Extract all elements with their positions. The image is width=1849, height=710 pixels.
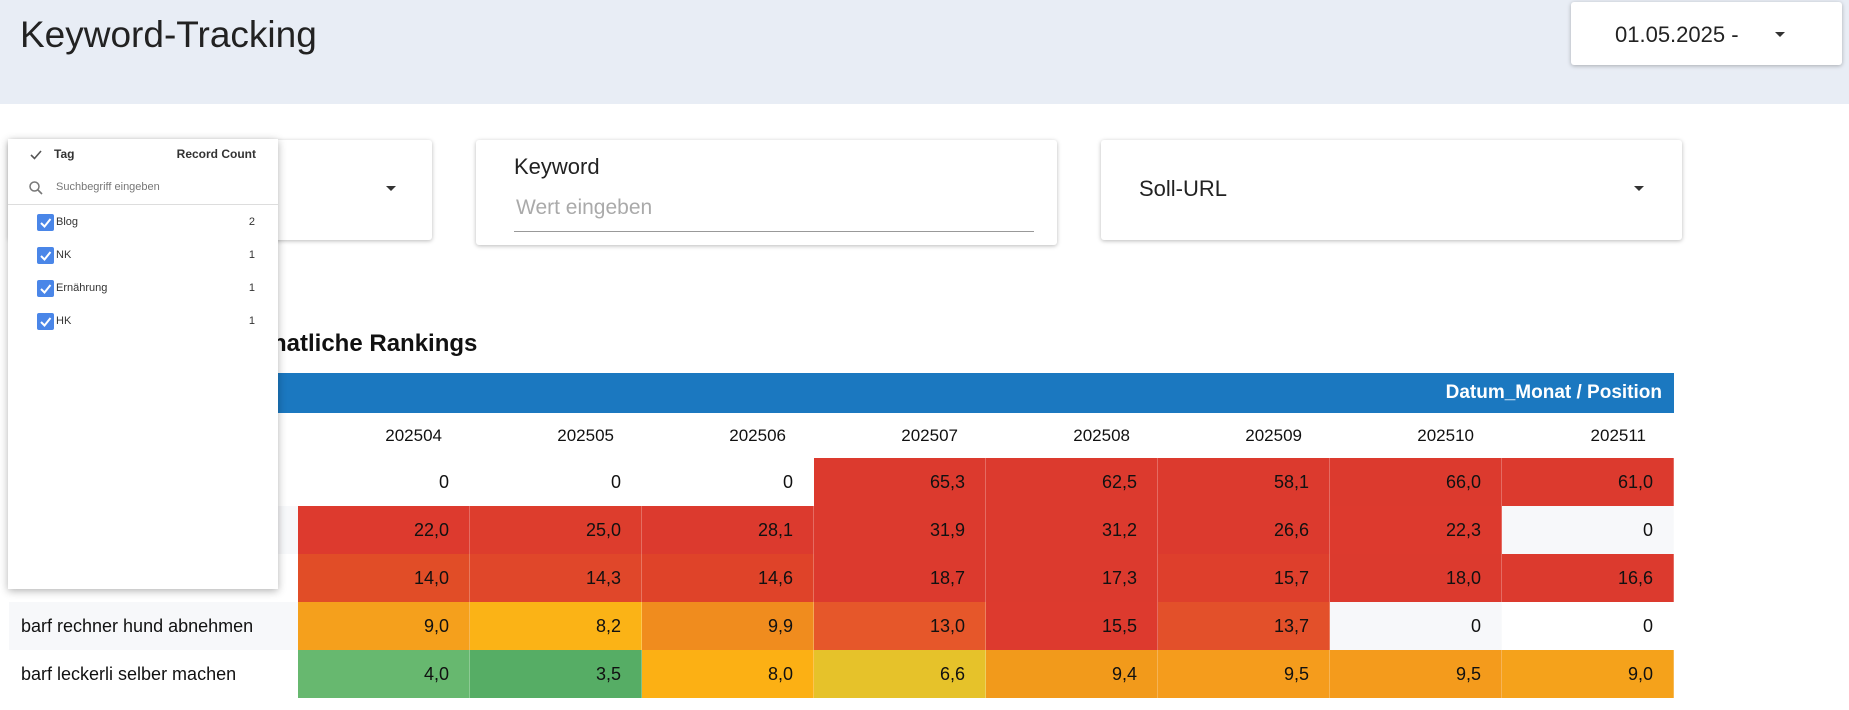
search-box[interactable]: Suchbegriff eingeben xyxy=(8,171,278,205)
tag-option-count: 2 xyxy=(248,216,255,228)
column-header: 202511 xyxy=(1590,426,1646,445)
tag-option-count: 1 xyxy=(248,249,255,261)
ranking-cell: 0 xyxy=(1502,506,1674,554)
soll-url-filter[interactable]: Soll-URL xyxy=(1101,140,1682,240)
checkmark xyxy=(40,251,52,261)
checkbox[interactable] xyxy=(37,214,54,231)
ranking-cell: 16,6 xyxy=(1502,554,1674,602)
ranking-cell: 22,0 xyxy=(298,506,470,554)
keyword-placeholder: Wert eingeben xyxy=(516,196,653,219)
ranking-cell: 9,4 xyxy=(986,650,1158,698)
ranking-cell: 15,7 xyxy=(1158,554,1330,602)
checkmark xyxy=(40,317,52,327)
ranking-cell: 62,5 xyxy=(986,458,1158,506)
tag-option-label: Ernährung xyxy=(56,282,108,294)
ranking-cell: 8,0 xyxy=(642,650,814,698)
ranking-cell: 4,0 xyxy=(298,650,470,698)
tag-option-label: NK xyxy=(56,249,72,261)
column-header: 202504 xyxy=(385,426,442,445)
ranking-cell: 9,5 xyxy=(1330,650,1502,698)
column-header: 202505 xyxy=(557,426,614,445)
tag-dropdown-menu: Tag Record Count Suchbegriff eingeben Bl… xyxy=(8,139,278,589)
tag-column-header: Tag xyxy=(54,147,75,161)
tag-option[interactable]: HK 1 xyxy=(8,305,277,338)
ranking-cell: 9,5 xyxy=(1158,650,1330,698)
ranking-cell: 14,0 xyxy=(298,554,470,602)
dropdown-arrow xyxy=(1775,32,1785,37)
header-bar: Keyword-Tracking 01.05.2025 - xyxy=(0,0,1849,104)
ranking-cell: 9,9 xyxy=(642,602,814,650)
ranking-cell: 25,0 xyxy=(470,506,642,554)
ranking-cell: 14,6 xyxy=(642,554,814,602)
tag-option-label: Blog xyxy=(56,216,79,228)
ranking-cell: 28,1 xyxy=(642,506,814,554)
tag-option-count: 1 xyxy=(248,315,255,327)
ranking-cell: 31,9 xyxy=(814,506,986,554)
ranking-cell: 8,2 xyxy=(470,602,642,650)
ranking-cell: 3,5 xyxy=(470,650,642,698)
column-header: 202507 xyxy=(901,426,958,445)
ranking-cell: 0 xyxy=(470,458,642,506)
ranking-cell: 6,6 xyxy=(814,650,986,698)
tag-option[interactable]: Blog 2 xyxy=(8,206,277,239)
tag-option-count: 1 xyxy=(248,282,255,294)
ranking-cell: 13,7 xyxy=(1158,602,1330,650)
keyword-label: Keyword xyxy=(514,154,600,179)
ranking-cell: 22,3 xyxy=(1330,506,1502,554)
tag-option[interactable]: NK 1 xyxy=(8,239,277,272)
ranking-cell: 31,2 xyxy=(986,506,1158,554)
table-title: natliche Rankings xyxy=(272,330,478,357)
checkbox[interactable] xyxy=(37,247,54,264)
dropdown-arrow xyxy=(386,186,396,191)
checkmark xyxy=(40,284,52,294)
ranking-cell: 14,3 xyxy=(470,554,642,602)
ranking-cell: 0 xyxy=(298,458,470,506)
table-header: Datum_Monat / Position xyxy=(1445,382,1662,403)
ranking-cell: 13,0 xyxy=(814,602,986,650)
row-label: barf rechner hund abnehmen xyxy=(9,602,298,650)
ranking-cell: 9,0 xyxy=(298,602,470,650)
count-column-header: Record Count xyxy=(176,147,256,161)
ranking-cell: 0 xyxy=(642,458,814,506)
column-header: 202506 xyxy=(729,426,786,445)
search-icon xyxy=(29,181,43,195)
search-placeholder: Suchbegriff eingeben xyxy=(56,181,160,193)
tag-option[interactable]: Ernährung 1 xyxy=(8,272,277,305)
checkmark xyxy=(40,218,52,228)
ranking-cell: 9,0 xyxy=(1502,650,1674,698)
ranking-cell: 66,0 xyxy=(1330,458,1502,506)
column-header: 202508 xyxy=(1073,426,1130,445)
ranking-cell: 17,3 xyxy=(986,554,1158,602)
ranking-cell: 58,1 xyxy=(1158,458,1330,506)
keyword-input[interactable]: Wert eingeben xyxy=(514,194,1034,232)
page-title: Keyword-Tracking xyxy=(20,14,317,55)
row-label: barf leckerli selber machen xyxy=(9,650,298,698)
tag-option-label: HK xyxy=(56,315,72,327)
ranking-cell: 18,0 xyxy=(1330,554,1502,602)
ranking-cell: 65,3 xyxy=(814,458,986,506)
date-range-picker[interactable]: 01.05.2025 - xyxy=(1571,2,1842,65)
checkbox[interactable] xyxy=(37,313,54,330)
dropdown-arrow xyxy=(1634,186,1644,191)
keyword-filter[interactable]: Keyword Wert eingeben xyxy=(476,140,1057,245)
ranking-cell: 15,5 xyxy=(986,602,1158,650)
ranking-cell: 18,7 xyxy=(814,554,986,602)
table-header-bar: Datum_Monat / Position xyxy=(9,373,1674,413)
checkbox[interactable] xyxy=(37,280,54,297)
soll-url-label: Soll-URL xyxy=(1139,176,1228,201)
column-header: 202509 xyxy=(1245,426,1302,445)
ranking-cell: 0 xyxy=(1330,602,1502,650)
ranking-cell: 61,0 xyxy=(1502,458,1674,506)
column-header: 202510 xyxy=(1417,426,1474,445)
date-range-text: 01.05.2025 - xyxy=(1615,22,1739,47)
ranking-cell: 0 xyxy=(1502,602,1674,650)
ranking-cell: 26,6 xyxy=(1158,506,1330,554)
select-all-check[interactable] xyxy=(28,147,44,163)
